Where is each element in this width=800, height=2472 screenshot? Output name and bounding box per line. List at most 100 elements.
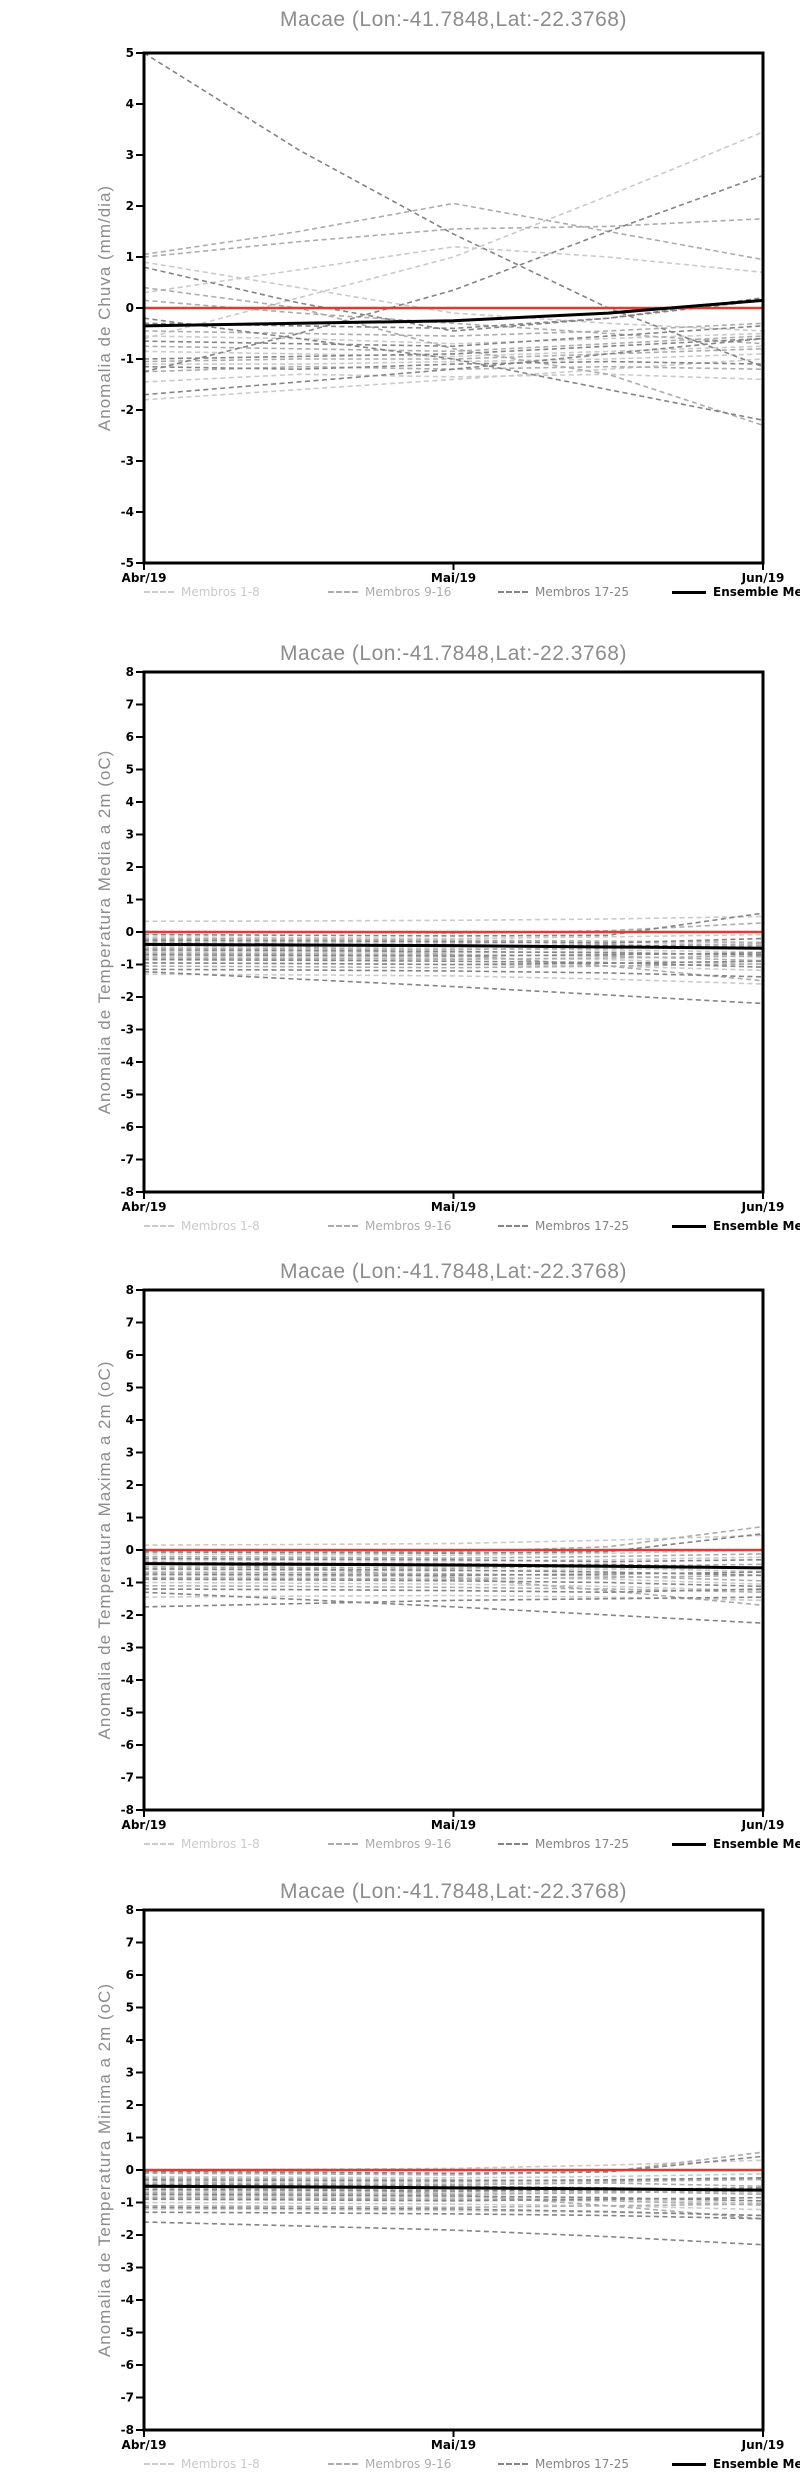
legend-line-sample xyxy=(498,1225,528,1227)
legend-item-membros-17-25: Membros 17-25 xyxy=(498,1836,629,1852)
legend-item-membros-1-8: Membros 1-8 xyxy=(144,584,260,600)
x-axis-tick-label: Mai/19 xyxy=(431,1200,476,1214)
member-line xyxy=(143,1568,764,1577)
member-line xyxy=(143,2195,764,2204)
member-line xyxy=(143,335,764,353)
member-line xyxy=(143,2188,764,2194)
y-axis-tick-label: -7 xyxy=(121,1153,134,1167)
y-axis-tick-label: 7 xyxy=(126,698,134,712)
y-axis-tick-label: -1 xyxy=(121,2196,134,2210)
y-axis-tick-label: -5 xyxy=(121,1088,134,1102)
x-axis-tick-label: Mai/19 xyxy=(431,1818,476,1832)
legend-label: Ensemble Mean xyxy=(713,585,800,599)
y-axis-tick-label: 7 xyxy=(126,1936,134,1950)
y-axis-tick-label: -4 xyxy=(121,505,134,519)
y-axis-tick-label: 0 xyxy=(126,925,134,939)
y-axis-tick-label: -4 xyxy=(121,2293,134,2307)
x-axis-tick-label: Abr/19 xyxy=(122,1818,167,1832)
member-line xyxy=(143,348,764,363)
member-line xyxy=(143,2211,764,2220)
legend-line-sample xyxy=(498,2463,528,2465)
y-axis-tick-label: 3 xyxy=(126,1446,134,1460)
legend-line-sample xyxy=(144,1225,174,1227)
y-axis-tick-label: -8 xyxy=(121,1803,134,1817)
y-axis-tick-label: -3 xyxy=(121,1641,134,1655)
legend-item-ensemble-mean: Ensemble Mean xyxy=(672,1836,800,1852)
chart-section-chuva: Macae (Lon:-41.7848,Lat:-22.3768) Anomal… xyxy=(0,0,800,618)
member-line xyxy=(143,2187,764,2192)
legend-label: Membros 1-8 xyxy=(181,1219,260,1233)
member-line xyxy=(143,940,764,947)
chart-title: Macae (Lon:-41.7848,Lat:-22.3768) xyxy=(280,1880,627,1903)
x-axis-tick-label: Jun/19 xyxy=(741,1818,785,1832)
member-line xyxy=(143,360,764,371)
member-line xyxy=(143,2177,764,2182)
member-line xyxy=(143,2173,764,2179)
y-axis-tick-label: 5 xyxy=(126,46,134,60)
member-line xyxy=(143,2159,764,2171)
member-line xyxy=(143,325,764,348)
y-axis-tick-label: -2 xyxy=(121,2228,134,2242)
chart-title: Macae (Lon:-41.7848,Lat:-22.3768) xyxy=(280,8,627,31)
legend-label: Ensemble Mean xyxy=(713,1219,800,1233)
member-line xyxy=(143,1553,764,1559)
y-axis-tick-label: -4 xyxy=(121,1055,134,1069)
legend-label: Membros 9-16 xyxy=(365,585,452,599)
legend-item-membros-1-8: Membros 1-8 xyxy=(144,1218,260,1234)
member-line xyxy=(143,1571,764,1582)
x-axis-tick-label: Mai/19 xyxy=(431,571,476,585)
member-line xyxy=(143,2178,764,2184)
member-line xyxy=(143,955,764,966)
y-axis-tick-label: 2 xyxy=(126,2098,134,2112)
y-axis-tick-label: 8 xyxy=(126,665,134,679)
y-axis-tick-label: -6 xyxy=(121,2358,134,2372)
y-axis-tick-label: -2 xyxy=(121,990,134,1004)
y-axis-tick-label: 2 xyxy=(126,860,134,874)
legend-line-sample xyxy=(672,1842,706,1846)
y-axis-tick-label: 8 xyxy=(126,1283,134,1297)
legend-label: Ensemble Mean xyxy=(713,1837,800,1851)
chart-section-temp-media: Macae (Lon:-41.7848,Lat:-22.3768) Anomal… xyxy=(0,618,800,1236)
member-line xyxy=(143,1557,764,1563)
y-axis-tick-label: 4 xyxy=(126,97,134,111)
legend-label: Membros 9-16 xyxy=(365,2457,452,2471)
y-axis-tick-label: 7 xyxy=(126,1316,134,1330)
y-axis-tick-label: 1 xyxy=(126,1511,134,1525)
legend-item-membros-17-25: Membros 17-25 xyxy=(498,1218,629,1234)
legend-label: Membros 17-25 xyxy=(535,585,629,599)
y-axis-tick-label: 0 xyxy=(126,301,134,315)
y-axis-tick-label: 0 xyxy=(126,1543,134,1557)
member-line xyxy=(143,1525,764,1553)
member-line xyxy=(143,912,764,937)
legend-item-membros-9-16: Membros 9-16 xyxy=(328,1836,451,1852)
member-line xyxy=(143,973,764,985)
legend-label: Membros 1-8 xyxy=(181,2457,260,2471)
member-line xyxy=(143,945,764,953)
member-line xyxy=(143,960,764,966)
member-line xyxy=(143,2177,764,2182)
chart-legend: Membros 1-8 Membros 9-16 Membros 17-25 Ense… xyxy=(0,584,800,602)
member-line xyxy=(143,373,764,383)
y-axis-tick-label: 1 xyxy=(126,250,134,264)
chart-legend: Membros 1-8 Membros 9-16 Membros 17-25 Ense… xyxy=(0,1836,800,1854)
member-line xyxy=(143,2196,764,2202)
member-line xyxy=(143,245,764,294)
x-axis-tick-label: Abr/19 xyxy=(122,2438,167,2452)
legend-line-sample xyxy=(672,1224,706,1228)
y-axis-tick-label: 6 xyxy=(126,1968,134,1982)
y-axis-tick-label: 3 xyxy=(126,148,134,162)
member-line xyxy=(143,1584,764,1594)
y-axis-tick-label: 2 xyxy=(126,199,134,213)
x-axis-tick-label: Jun/19 xyxy=(741,2438,785,2452)
y-axis-tick-label: 5 xyxy=(126,1381,134,1395)
legend-line-sample xyxy=(498,591,528,593)
y-axis-tick-label: -3 xyxy=(121,1023,134,1037)
y-axis-tick-label: -5 xyxy=(121,2326,134,2340)
member-line xyxy=(143,131,764,340)
legend-label: Membros 17-25 xyxy=(535,1837,629,1851)
legend-item-membros-17-25: Membros 17-25 xyxy=(498,2456,629,2472)
x-axis-tick-label: Abr/19 xyxy=(122,571,167,585)
y-axis-tick-label: 4 xyxy=(126,795,134,809)
member-line xyxy=(143,933,764,940)
